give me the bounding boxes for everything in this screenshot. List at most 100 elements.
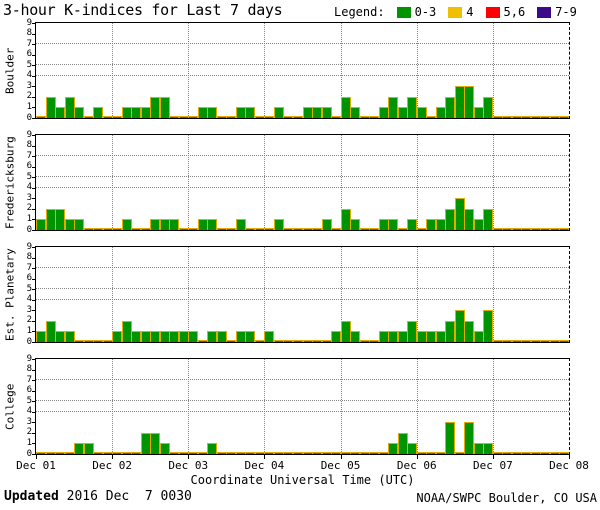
k-bar xyxy=(169,219,180,230)
k-bar xyxy=(197,107,208,118)
k-bar xyxy=(445,208,456,230)
y-tick-label: 3 xyxy=(26,416,32,427)
k-bar xyxy=(369,227,380,230)
k-bar xyxy=(388,96,399,118)
y-tick-label: 8 xyxy=(26,140,32,151)
y-tick-label: 9 xyxy=(26,353,32,364)
gridline-k7 xyxy=(36,155,569,157)
station-label-college: College xyxy=(3,383,17,430)
legend-item-active: 4 xyxy=(448,5,474,19)
plot-area-est-planetary xyxy=(35,246,570,343)
y-axis-tick xyxy=(32,187,35,189)
gridline-k7 xyxy=(36,43,569,45)
k-bar xyxy=(464,86,475,118)
y-tick-label: 2 xyxy=(26,427,32,438)
y-tick-label: 9 xyxy=(26,129,32,140)
gridline-day xyxy=(112,247,114,342)
plot-area-fredericksburg xyxy=(35,134,570,231)
k-bar xyxy=(45,451,56,454)
k-bar xyxy=(321,219,332,230)
legend-item-minor-storm: 5,6 xyxy=(485,5,525,19)
k-bar xyxy=(216,227,227,230)
k-bar xyxy=(502,451,513,454)
k-bar xyxy=(530,115,541,118)
k-bar xyxy=(331,451,342,454)
k-bar xyxy=(416,451,427,454)
k-bar xyxy=(159,219,170,230)
k-bar xyxy=(369,115,380,118)
gridline-k5 xyxy=(36,176,569,178)
k-bar xyxy=(264,115,275,118)
gridline-day xyxy=(416,247,418,342)
gridline-day xyxy=(340,135,342,230)
k-bar xyxy=(235,219,246,230)
gridline-day xyxy=(340,359,342,454)
y-tick-label: 1 xyxy=(26,213,32,224)
panel-college: College 0 1 2 3 4 5 6 7 8 9 xyxy=(0,353,600,458)
k-bar xyxy=(350,451,361,454)
x-axis-tick xyxy=(569,455,570,459)
k-bar xyxy=(521,451,532,454)
k-bar xyxy=(435,331,446,342)
k-bar xyxy=(55,107,66,118)
panel-fredericksburg: Fredericksburg 0 1 2 3 4 5 6 7 8 9 xyxy=(0,129,600,234)
k-bar xyxy=(159,96,170,118)
plot-area-boulder xyxy=(35,22,570,119)
k-bar xyxy=(74,339,85,342)
k-bar xyxy=(540,227,551,230)
y-tick-label: 6 xyxy=(26,385,32,396)
y-tick-label: 4 xyxy=(26,182,32,193)
k-bar xyxy=(245,227,256,230)
y-tick-label: 6 xyxy=(26,49,32,60)
k-bar xyxy=(83,339,94,342)
y-axis-tick xyxy=(32,411,35,413)
legend-item-quiet: 0-3 xyxy=(396,5,436,19)
k-bar xyxy=(131,227,142,230)
x-axis-title: Coordinate Universal Time (UTC) xyxy=(190,473,415,487)
gridline-day xyxy=(416,23,418,118)
k-bar xyxy=(454,451,465,454)
k-bar xyxy=(473,219,484,230)
k-bar xyxy=(197,219,208,230)
k-bar xyxy=(464,422,475,454)
y-tick-label: 3 xyxy=(26,80,32,91)
k-bar xyxy=(254,451,265,454)
gridline-day xyxy=(492,359,494,454)
k-bar xyxy=(150,219,161,230)
k-bar xyxy=(502,115,513,118)
k-bar xyxy=(93,451,104,454)
legend-item-severe-storm: 7-9 xyxy=(537,5,577,19)
k-bar xyxy=(169,115,180,118)
gridline-day xyxy=(492,23,494,118)
y-axis-tick xyxy=(32,331,35,333)
y-tick-label: 3 xyxy=(26,192,32,203)
x-axis-tick xyxy=(36,455,37,459)
k-bar xyxy=(388,443,399,454)
x-axis-tick xyxy=(492,455,494,459)
gridline-k5 xyxy=(36,288,569,290)
gridline-day xyxy=(416,359,418,454)
y-axis-tick xyxy=(32,96,35,98)
k-bar xyxy=(131,331,142,342)
k-bar xyxy=(388,331,399,342)
k-bar xyxy=(254,339,265,342)
k-bar xyxy=(188,331,199,342)
x-tick-label: Dec 05 xyxy=(320,459,361,472)
k-bar xyxy=(64,96,75,118)
y-tick-label: 4 xyxy=(26,70,32,81)
y-axis-tick xyxy=(32,219,35,221)
k-bar xyxy=(549,227,560,230)
k-bar xyxy=(312,227,323,230)
gridline-day xyxy=(112,135,114,230)
k-bar xyxy=(169,331,180,342)
k-bar xyxy=(197,451,208,454)
legend-swatch-red xyxy=(485,6,500,18)
k-bar xyxy=(359,115,370,118)
y-tick-label: 5 xyxy=(26,283,32,294)
x-tick-label: Dec 08 xyxy=(549,459,589,472)
k-bar xyxy=(159,443,170,454)
x-axis-tick xyxy=(188,455,190,459)
x-tick-label: Dec 04 xyxy=(244,459,285,472)
k-bar xyxy=(150,96,161,118)
y-axis-tick xyxy=(32,289,35,291)
